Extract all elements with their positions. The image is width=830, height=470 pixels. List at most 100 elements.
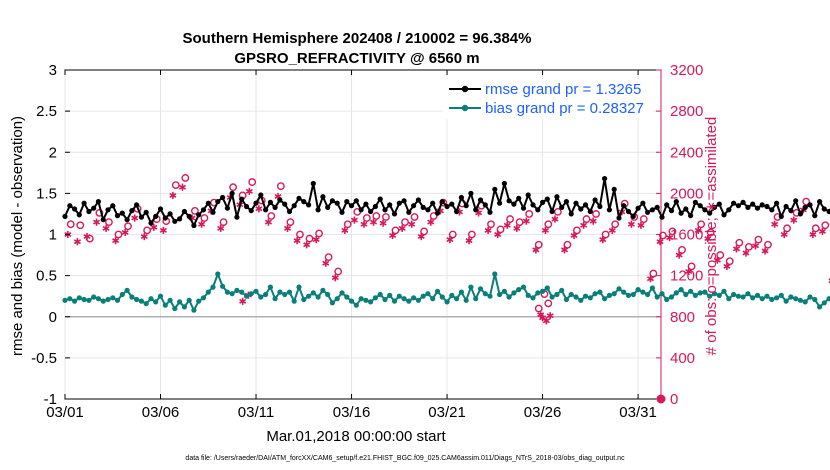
y2-tick-label: 0 [670,391,678,408]
bias-point [382,296,388,303]
bias-point [377,291,383,298]
tick-layer: -1 -0.5 0 0.5 1 1.5 2 2.5 3 0 400 800 1200 1600 2000 24… [31,62,703,421]
rmse-point [468,190,474,196]
bias-point [272,296,278,302]
bias-point [458,289,464,295]
bias-point [329,300,335,306]
bias-point [186,297,192,303]
obs-possible-marker [181,174,190,182]
obs-possible-marker [382,213,390,221]
bias-point [282,291,288,298]
bias-point [559,287,565,293]
legend-box [443,79,653,119]
bias-point [162,302,168,308]
data-file-footer: data file: /Users/raeder/DAI/ATM_forcXX/… [185,455,625,462]
bias-point [554,291,560,298]
rmse-point [778,213,784,219]
obs-assimilated-marker [398,224,406,232]
rmse-point [277,197,283,203]
rmse-point [774,200,780,206]
bias-point [793,296,799,302]
obs-possible-marker [229,183,238,192]
bias-point [606,292,613,298]
bias-point [640,289,646,295]
y-tick-label: 1 [49,227,57,244]
bias-point [95,296,101,302]
obs-assimilated-marker [198,220,206,228]
bias-point [630,291,636,298]
bias-point [234,287,240,293]
obs-assimilated-marker [131,214,139,222]
obs-possible-marker [66,220,75,229]
rmse-point [826,208,830,215]
bias-point [535,290,541,296]
bias-point [434,288,441,294]
obs-assimilated-marker [140,232,148,241]
rmse-point [611,186,617,192]
rmse-point [649,207,656,213]
rmse-point [549,208,555,215]
rmse-point [105,207,111,213]
obs-assimilated-marker [589,217,597,225]
rmse-point [740,199,746,205]
rmse-point [196,212,202,218]
y2-tick-label: 2400 [670,144,703,161]
bias-point [444,299,450,305]
rmse-point [110,203,116,209]
rmse-point [735,203,742,209]
rmse-point [291,203,297,209]
rmse-point [587,208,593,215]
rmse-point [530,202,536,208]
bias-point [759,296,765,302]
obs-assimilated-marker [484,226,492,234]
obs-possible-marker [248,178,257,186]
rmse-point [177,216,183,222]
legend: rmse grand pr = 1.3265 bias grand pr = 0… [443,79,653,119]
obs-assimilated-marker [771,220,779,228]
obs-possible-marker [105,218,113,227]
rmse-point [602,176,608,182]
y-tick-label: 0 [49,309,57,326]
bias-point [745,291,751,297]
bias-point [76,295,82,301]
rmse-point [454,208,460,215]
obs-assimilated-marker [341,226,349,234]
rmse-point [434,210,441,216]
rmse-point [707,210,713,216]
bias-point [334,296,340,302]
bias-point [286,289,293,295]
rmse-point [511,201,517,207]
bias-point [415,297,421,303]
bias-point [683,291,689,298]
obs-assimilated-marker [360,220,368,228]
y2-tick-label: 2800 [670,103,703,120]
bias-point [425,291,431,297]
y-tick-label: 2 [49,144,57,161]
x-tick-label: 03/11 [238,404,274,421]
obs-assimilated-marker [284,224,292,232]
rmse-point [396,200,402,206]
obs-assimilated-marker [92,218,101,226]
obs-possible-marker [305,234,314,243]
rmse-point [358,207,364,213]
bias-point [86,297,92,303]
obs-assimilated-marker [790,216,798,224]
rmse-point [325,204,331,210]
bias-point [516,287,522,293]
obs-possible-marker [267,212,276,220]
obs-assimilated-marker [732,245,740,253]
bias-point [81,296,87,303]
bias-point [134,296,140,303]
obs-assimilated-marker [580,221,588,229]
rmse-point [702,207,708,213]
rmse-point [506,198,512,204]
obs-possible-marker [219,218,228,227]
obs-possible-marker [668,227,677,236]
bias-point [191,307,197,313]
bias-point [339,290,345,296]
rmse-point [411,203,417,209]
obs-assimilated-marker [704,235,712,243]
bias-point [602,296,608,302]
obs-possible-marker [143,226,152,235]
